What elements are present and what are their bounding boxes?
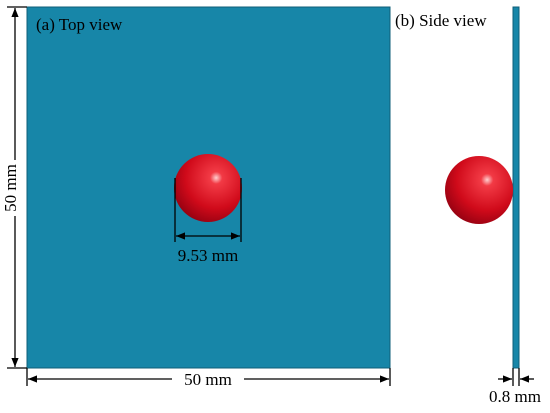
- dim-label: 9.53 mm: [178, 246, 238, 265]
- panel-label: (a) Top view: [36, 15, 123, 34]
- dim-label: 0.8 mm: [489, 387, 541, 406]
- panel-label: (b) Side view: [395, 11, 487, 30]
- plate-side: [512, 6, 520, 369]
- dim-label: 50 mm: [184, 370, 232, 389]
- sphere-side: [445, 156, 513, 224]
- sphere-top: [174, 154, 242, 222]
- dim-label: 50 mm: [1, 164, 20, 212]
